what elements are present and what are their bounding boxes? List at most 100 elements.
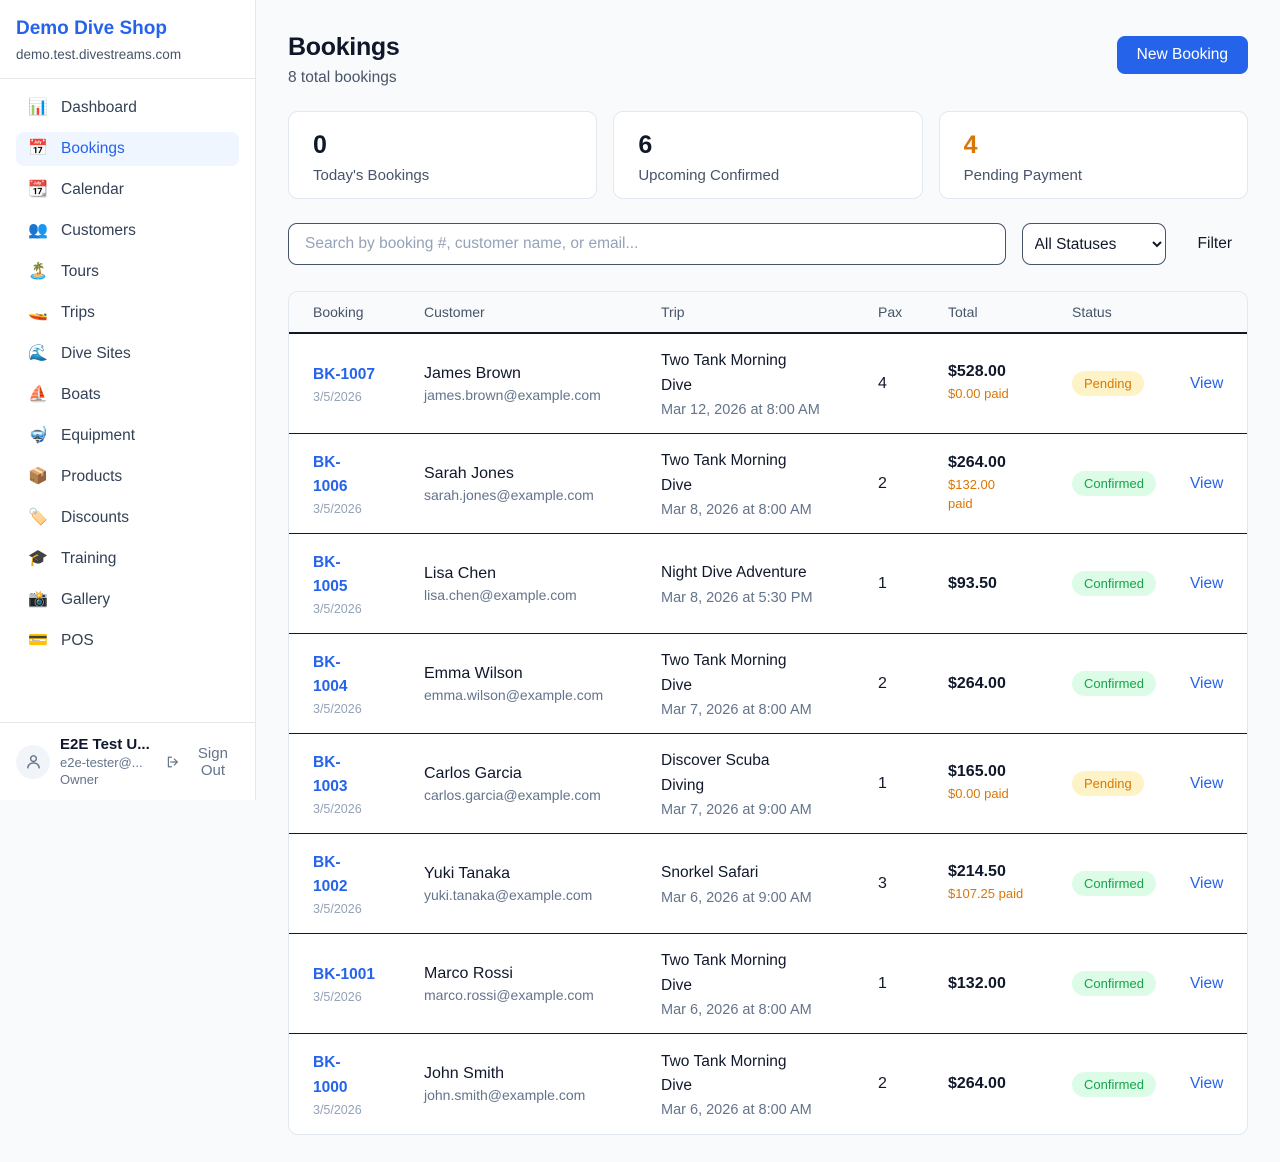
filter-button[interactable]: Filter [1182, 235, 1248, 253]
sidebar-item-dashboard[interactable]: 📊 Dashboard [16, 91, 239, 125]
pax-count: 1 [878, 974, 887, 992]
sidebar-item-bookings[interactable]: 📅 Bookings [16, 132, 239, 166]
total-cell: $93.50 [948, 575, 1072, 593]
search-input[interactable] [288, 223, 1006, 265]
view-link[interactable]: View [1190, 374, 1224, 392]
view-link[interactable]: View [1190, 574, 1224, 592]
booking-id-link[interactable]: BK- 1004 [313, 653, 348, 695]
column-header: Booking [313, 304, 364, 320]
sidebar-item-equipment[interactable]: 🤿 Equipment [16, 419, 239, 453]
main-content: Bookings 8 total bookings New Booking 0 T… [256, 0, 1280, 1162]
customer-cell: John Smith john.smith@example.com [424, 1065, 661, 1103]
stat-card: 6 Upcoming Confirmed [613, 111, 923, 199]
sign-out-button[interactable]: Sign Out [166, 745, 239, 779]
trip-cell: Two Tank Morning Dive Mar 6, 2026 at 8:00… [661, 1050, 878, 1118]
view-cell: View [1190, 875, 1223, 893]
sidebar-item-discounts[interactable]: 🏷️ Discounts [16, 501, 239, 535]
sidebar-item-label: Equipment [61, 427, 136, 444]
trip-datetime: Mar 7, 2026 at 8:00 AM [661, 701, 812, 718]
column-header: Total [948, 304, 978, 320]
customer-name: Carlos Garcia [424, 764, 522, 782]
sidebar-item-products[interactable]: 📦 Products [16, 460, 239, 494]
trip-datetime: Mar 6, 2026 at 8:00 AM [661, 1001, 812, 1018]
total-cell: $132.00 [948, 975, 1072, 993]
customer-email: sarah.jones@example.com [424, 486, 594, 503]
total-cell: $264.00 [948, 1075, 1072, 1093]
view-link[interactable]: View [1190, 1075, 1224, 1092]
sidebar-item-label: Bookings [61, 140, 125, 157]
total-amount: $264.00 [948, 453, 1006, 471]
trip-datetime: Mar 7, 2026 at 9:00 AM [661, 801, 812, 818]
trip-name: Two Tank Morning Dive [661, 1052, 787, 1094]
package-icon: 📦 [28, 468, 48, 485]
status-cell: Confirmed [1072, 1071, 1190, 1097]
booking-id-link[interactable]: BK- 1005 [313, 553, 348, 595]
graduation-cap-icon: 🎓 [28, 550, 48, 567]
status-filter-select[interactable]: All Statuses [1021, 223, 1166, 265]
customer-email: emma.wilson@example.com [424, 686, 604, 703]
sign-out-label: Sign Out [197, 744, 228, 779]
table-header-row: Booking Customer Trip Pax Total Status [289, 292, 1247, 334]
trip-cell: Two Tank Morning Dive Mar 8, 2026 at 8:00… [661, 449, 878, 517]
view-link[interactable]: View [1190, 874, 1224, 892]
status-badge: Pending [1072, 771, 1144, 796]
sidebar-item-gallery[interactable]: 📸 Gallery [16, 583, 239, 617]
booking-date: 3/5/2026 [313, 602, 362, 617]
view-cell: View [1190, 1075, 1223, 1093]
table-row: BK- 1004 3/5/2026 Emma Wilson emma.wilson@e… [289, 634, 1247, 734]
customer-name: Yuki Tanaka [424, 864, 510, 882]
view-link[interactable]: View [1190, 474, 1224, 492]
stat-value: 4 [963, 131, 978, 159]
trip-cell: Two Tank Morning Dive Mar 6, 2026 at 8:00… [661, 949, 878, 1017]
brand-name[interactable]: Demo Dive Shop [16, 18, 167, 39]
pax-count: 2 [878, 474, 887, 492]
stat-card: 4 Pending Payment [938, 111, 1248, 199]
trip-cell: Snorkel Safari Mar 6, 2026 at 9:00 AM [661, 861, 878, 905]
table-row: BK- 1006 3/5/2026 Sarah Jones sarah.jones@e… [289, 434, 1247, 534]
pax-count: 2 [878, 1075, 887, 1092]
island-icon: 🏝️ [28, 263, 48, 280]
trip-name: Discover Scuba Diving [661, 752, 770, 794]
customer-cell: Marco Rossi marco.rossi@example.com [424, 965, 661, 1003]
booking-id-link[interactable]: BK-1007 [313, 365, 376, 383]
booking-id-link[interactable]: BK- 1000 [313, 1054, 348, 1096]
sidebar-item-boats[interactable]: ⛵ Boats [16, 378, 239, 412]
sidebar-item-training[interactable]: 🎓 Training [16, 542, 239, 576]
sidebar-item-pos[interactable]: 💳 POS [16, 624, 239, 658]
status-cell: Confirmed [1072, 471, 1190, 496]
new-booking-button[interactable]: New Booking [1116, 36, 1248, 74]
paid-amount: $107.25 paid [948, 886, 1024, 902]
customer-cell: Lisa Chen lisa.chen@example.com [424, 565, 661, 603]
stat-card: 0 Today's Bookings [288, 111, 598, 199]
user-email: e2e-tester@... [60, 755, 143, 770]
sidebar-item-customers[interactable]: 👥 Customers [16, 214, 239, 248]
booking-id-link[interactable]: BK- 1003 [313, 753, 348, 795]
total-cell: $264.00 [948, 675, 1072, 693]
view-link[interactable]: View [1190, 774, 1224, 792]
sign-out-icon [167, 756, 178, 767]
booking-id-link[interactable]: BK- 1006 [313, 453, 348, 495]
customer-email: john.smith@example.com [424, 1087, 586, 1103]
booking-date: 3/5/2026 [313, 390, 362, 404]
page-title: Bookings [288, 33, 400, 61]
sidebar-item-calendar[interactable]: 📆 Calendar [16, 173, 239, 207]
column-header: Pax [878, 304, 903, 320]
camera-flash-icon: 📸 [28, 591, 48, 608]
sidebar-item-trips[interactable]: 🚤 Trips [16, 296, 239, 330]
status-cell: Pending [1072, 771, 1190, 796]
booking-id-link[interactable]: BK-1001 [313, 965, 376, 983]
sidebar-nav: 📊 Dashboard 📅 Bookings 📆 Calendar 👥 Customers 🏝️… [0, 79, 255, 722]
total-amount: $264.00 [948, 674, 1006, 692]
sidebar-item-label: Calendar [61, 181, 124, 198]
trip-datetime: Mar 8, 2026 at 5:30 PM [661, 589, 813, 606]
user-info: E2E Test U... e2e-tester@... Owner [60, 736, 156, 787]
sidebar-item-dive-sites[interactable]: 🌊 Dive Sites [16, 337, 239, 371]
status-cell: Confirmed [1072, 871, 1190, 896]
total-amount: $264.00 [948, 1075, 1006, 1092]
total-amount: $132.00 [948, 974, 1006, 992]
view-link[interactable]: View [1190, 974, 1224, 992]
sidebar-item-tours[interactable]: 🏝️ Tours [16, 255, 239, 289]
booking-cell: BK- 1006 3/5/2026 [313, 451, 424, 516]
view-link[interactable]: View [1190, 674, 1224, 692]
booking-id-link[interactable]: BK- 1002 [313, 853, 348, 895]
